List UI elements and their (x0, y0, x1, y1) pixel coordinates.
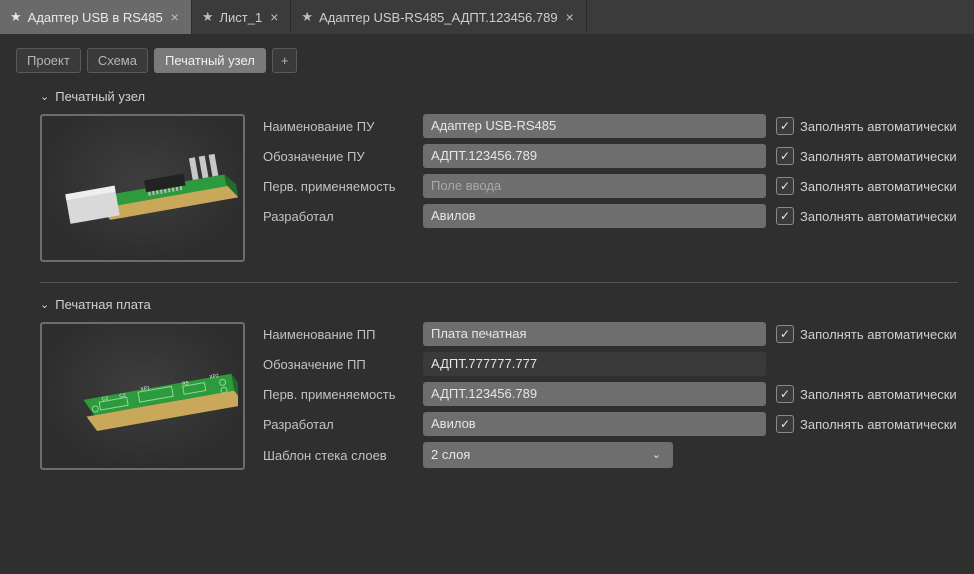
tab-label: Адаптер USB в RS485 (28, 10, 163, 25)
chevron-down-icon: ⌄ (652, 442, 665, 468)
section-header[interactable]: ⌄ Печатная плата (16, 291, 958, 322)
section-pcb-board: ⌄ Печатная плата (0, 291, 974, 476)
unit-designation-input[interactable]: АДПТ.123456.789 (423, 144, 766, 168)
auto-label: Заполнять автоматически (800, 417, 957, 432)
auto-label: Заполнять автоматически (800, 387, 957, 402)
subtab-schematic[interactable]: Схема (87, 48, 148, 73)
preview-3d-board[interactable]: C3C2 XP1XP2 R5 (40, 322, 245, 470)
tab-sheet-1[interactable]: ★ Лист_1 × (192, 0, 292, 34)
checkbox-auto[interactable]: ✓ (776, 415, 794, 433)
field-label: Обозначение ПУ (263, 149, 413, 164)
unit-first-use-input[interactable]: Поле ввода (423, 174, 766, 198)
checkbox-auto[interactable]: ✓ (776, 207, 794, 225)
auto-label: Заполнять автоматически (800, 209, 957, 224)
star-icon: ★ (10, 9, 22, 25)
field-label: Перв. применяемость (263, 387, 413, 402)
subtab-project[interactable]: Проект (16, 48, 81, 73)
preview-3d-unit[interactable] (40, 114, 245, 262)
close-icon[interactable]: × (564, 9, 576, 25)
section-title: Печатная плата (55, 297, 150, 312)
board-designation-input[interactable]: АДПТ.777777.777 (423, 352, 766, 376)
svg-text:R5: R5 (181, 380, 189, 387)
svg-text:C2: C2 (118, 392, 126, 399)
section-pcb-unit: ⌄ Печатный узел (0, 83, 974, 268)
tab-adapter-full[interactable]: ★ Адаптер USB-RS485_АДПТ.123456.789 × (291, 0, 586, 34)
field-label: Перв. применяемость (263, 179, 413, 194)
subtab-add[interactable]: + (272, 48, 298, 73)
auto-label: Заполнять автоматически (800, 149, 957, 164)
field-label: Наименование ПП (263, 327, 413, 342)
unit-developer-input[interactable]: Авилов (423, 204, 766, 228)
star-icon: ★ (301, 9, 313, 25)
checkbox-auto[interactable]: ✓ (776, 147, 794, 165)
checkbox-auto[interactable]: ✓ (776, 385, 794, 403)
chevron-down-icon: ⌄ (40, 90, 49, 103)
select-value: 2 слоя (431, 442, 470, 468)
subtab-pcb-unit[interactable]: Печатный узел (154, 48, 266, 73)
field-label: Разработал (263, 417, 413, 432)
auto-label: Заполнять автоматически (800, 327, 957, 342)
svg-text:C3: C3 (101, 396, 109, 403)
form-board: Наименование ПП Плата печатная ✓ Заполнят… (263, 322, 958, 470)
tab-label: Адаптер USB-RS485_АДПТ.123456.789 (319, 10, 558, 25)
board-first-use-input[interactable]: АДПТ.123456.789 (423, 382, 766, 406)
view-tabs: Проект Схема Печатный узел + (0, 34, 974, 83)
close-icon[interactable]: × (169, 9, 181, 25)
checkbox-auto[interactable]: ✓ (776, 117, 794, 135)
star-icon: ★ (202, 9, 214, 25)
field-label: Обозначение ПП (263, 357, 413, 372)
checkbox-auto[interactable]: ✓ (776, 325, 794, 343)
board-developer-input[interactable]: Авилов (423, 412, 766, 436)
auto-label: Заполнять автоматически (800, 179, 957, 194)
chevron-down-icon: ⌄ (40, 298, 49, 311)
unit-name-input[interactable]: Адаптер USB-RS485 (423, 114, 766, 138)
layer-stack-select[interactable]: 2 слоя ⌄ (423, 442, 673, 468)
tab-label: Лист_1 (220, 10, 263, 25)
tab-adapter-usb-rs485[interactable]: ★ Адаптер USB в RS485 × (0, 0, 192, 34)
divider (40, 282, 958, 283)
section-header[interactable]: ⌄ Печатный узел (16, 83, 958, 114)
field-label: Разработал (263, 209, 413, 224)
board-name-input[interactable]: Плата печатная (423, 322, 766, 346)
form-unit: Наименование ПУ Адаптер USB-RS485 ✓ Запол… (263, 114, 958, 262)
checkbox-auto[interactable]: ✓ (776, 177, 794, 195)
close-icon[interactable]: × (268, 9, 280, 25)
section-title: Печатный узел (55, 89, 145, 104)
auto-label: Заполнять автоматически (800, 119, 957, 134)
field-label: Наименование ПУ (263, 119, 413, 134)
document-tabbar: ★ Адаптер USB в RS485 × ★ Лист_1 × ★ Ада… (0, 0, 974, 34)
field-label: Шаблон стека слоев (263, 448, 413, 463)
